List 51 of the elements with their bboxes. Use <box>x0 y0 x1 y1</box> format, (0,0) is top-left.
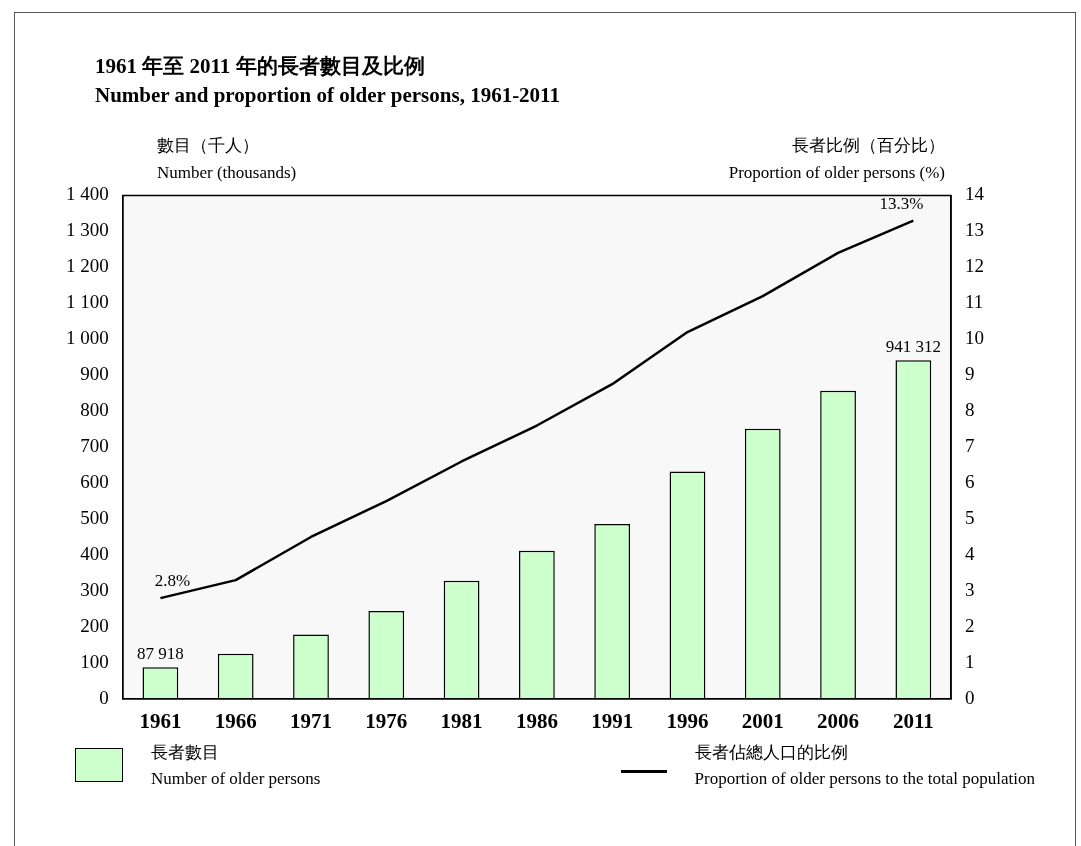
x-tick-label: 2006 <box>817 708 860 733</box>
y2-tick-label: 1 <box>965 650 975 672</box>
x-tick-label: 1981 <box>440 708 483 733</box>
chart-title: 1961 年至 2011 年的長者數目及比例 <box>95 54 425 78</box>
x-tick-label: 2011 <box>892 708 934 733</box>
y2-tick-label: 8 <box>965 399 975 421</box>
x-tick-label: 1996 <box>666 708 709 733</box>
y2-tick-label: 3 <box>965 578 975 600</box>
y2-tick-label: 2 <box>965 614 975 636</box>
y-tick-label: 0 <box>99 686 109 708</box>
y-tick-label: 1 200 <box>66 255 109 277</box>
y2-tick-label: 4 <box>965 542 975 564</box>
y2-tick-label: 13 <box>965 219 984 241</box>
x-tick-label: 2001 <box>741 708 784 733</box>
chart-subtitle: Number and proportion of older persons, 1961-2011 <box>95 83 560 107</box>
y-axis-title: 數目（千人） Number (thousands) <box>157 135 297 184</box>
y2-tick-label: 11 <box>965 291 984 313</box>
y2-tick-label: 0 <box>965 686 975 708</box>
y-tick-label: 500 <box>80 507 109 528</box>
y-tick-label: 1 000 <box>66 327 109 349</box>
y2-axis-title: 長者比例（百分比） Proportion of older persons (%) <box>728 135 945 184</box>
y2-tick-label: 5 <box>965 507 975 528</box>
x-tick-label: 1971 <box>289 708 332 733</box>
y2-tick-label: 12 <box>965 255 984 277</box>
annotation: 941 312 <box>885 337 941 357</box>
y-tick-label: 900 <box>80 363 109 385</box>
x-tick-label: 1986 <box>515 708 558 733</box>
y-tick-label: 100 <box>80 650 109 672</box>
y2-tick-label: 9 <box>965 363 975 385</box>
legend-label: 長者佔總人口的比例 Proportion of older persons to the total population <box>694 742 1035 790</box>
data-label: 2.8% <box>154 571 191 591</box>
legend-label: 長者數目 Number of older persons <box>151 742 321 790</box>
y-tick-label: 200 <box>80 614 109 636</box>
x-tick-label: 1966 <box>214 708 257 733</box>
y-tick-label: 1 300 <box>66 219 109 241</box>
y-tick-label: 300 <box>80 578 109 600</box>
y-tick-label: 700 <box>80 435 109 457</box>
y-tick-label: 1 400 <box>66 183 109 205</box>
x-tick-label: 1991 <box>591 708 634 733</box>
y2-tick-label: 7 <box>965 435 975 457</box>
y2-tick-label: 14 <box>965 183 985 205</box>
y-tick-label: 1 100 <box>66 291 109 313</box>
y2-tick-label: 6 <box>965 471 975 493</box>
data-label: 13.3% <box>879 193 924 213</box>
y-tick-label: 800 <box>80 399 109 421</box>
y-tick-label: 400 <box>80 542 109 564</box>
x-tick-label: 1961 <box>139 708 182 733</box>
y2-tick-label: 10 <box>965 327 984 349</box>
x-tick-label: 1976 <box>365 708 408 733</box>
y-tick-label: 600 <box>80 471 109 493</box>
annotation: 87 918 <box>137 644 184 664</box>
